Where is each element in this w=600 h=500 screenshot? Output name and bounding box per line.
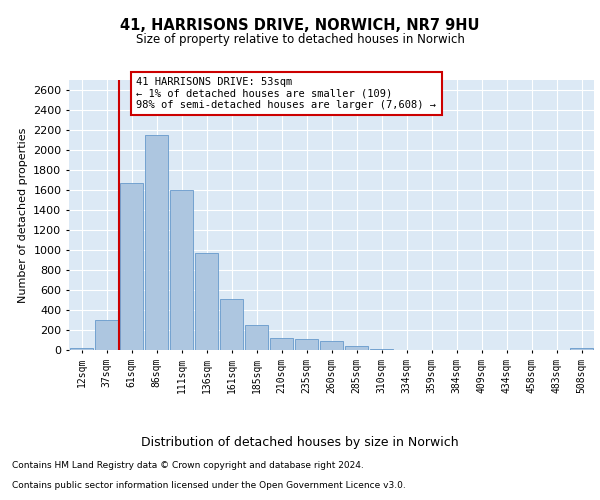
Text: Distribution of detached houses by size in Norwich: Distribution of detached houses by size … (141, 436, 459, 449)
Text: Size of property relative to detached houses in Norwich: Size of property relative to detached ho… (136, 32, 464, 46)
Bar (245, 325, 268, 350)
Text: Contains public sector information licensed under the Open Government Licence v3: Contains public sector information licen… (12, 481, 406, 490)
Bar (70, 348, 93, 350)
Bar (145, 135, 168, 350)
Bar (370, 349, 393, 350)
Bar (345, 346, 368, 350)
Text: Contains HM Land Registry data © Crown copyright and database right 2024.: Contains HM Land Registry data © Crown c… (12, 461, 364, 470)
Bar (295, 339, 318, 350)
Text: 41, HARRISONS DRIVE, NORWICH, NR7 9HU: 41, HARRISONS DRIVE, NORWICH, NR7 9HU (120, 18, 480, 32)
Text: 41 HARRISONS DRIVE: 53sqm
← 1% of detached houses are smaller (109)
98% of semi-: 41 HARRISONS DRIVE: 53sqm ← 1% of detach… (137, 77, 437, 110)
Bar (270, 338, 293, 350)
Bar (170, 190, 193, 350)
Bar (570, 348, 593, 350)
Bar (320, 340, 343, 350)
Bar (120, 183, 143, 350)
Y-axis label: Number of detached properties: Number of detached properties (17, 128, 28, 302)
Bar (95, 320, 118, 350)
Bar (195, 253, 218, 350)
Bar (220, 299, 243, 350)
